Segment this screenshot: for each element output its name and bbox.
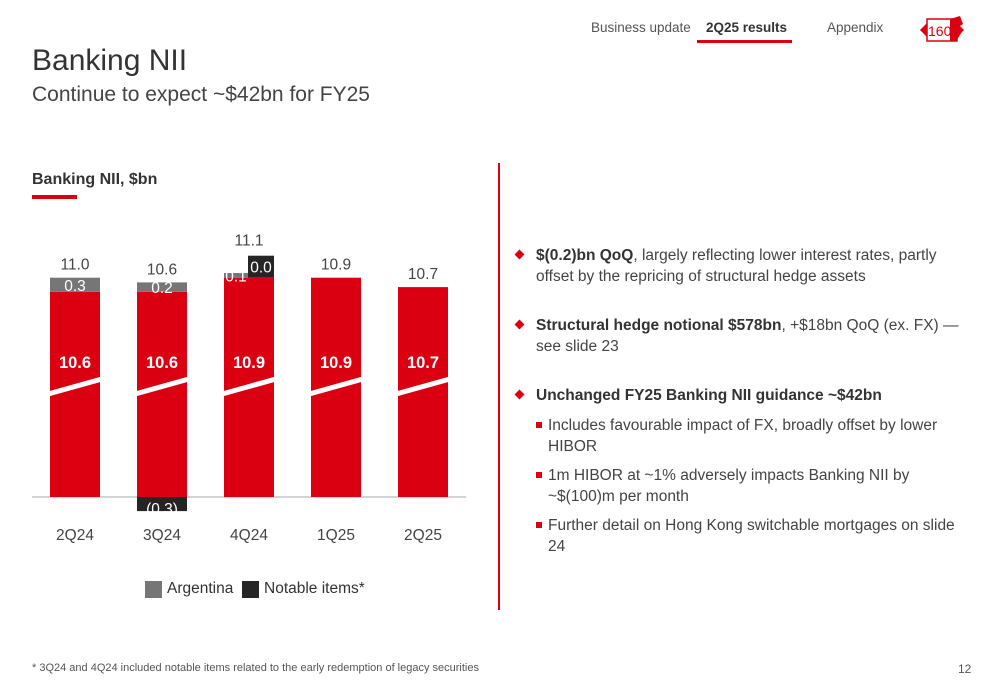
sub-bullet-text: Further detail on Hong Kong switchable m… (548, 517, 955, 555)
data-label-total: 11.1 (234, 233, 263, 250)
legend-notable-items: Notable items* (242, 580, 365, 598)
bar-notable (248, 255, 274, 278)
x-tick-label: 1Q25 (317, 527, 355, 544)
tab-business-update[interactable]: Business update (591, 20, 691, 35)
legend-label-argentina: Argentina (167, 580, 234, 597)
legend-swatch-argentina (145, 580, 162, 598)
footnote: * 3Q24 and 4Q24 included notable items r… (32, 662, 479, 674)
bullet-text: , largely reflecting lower interest rate… (536, 247, 937, 285)
bullet-structural-hedge: Structural hedge notional $578bn, +$18bn… (514, 315, 971, 357)
axis-break-mark (127, 374, 197, 399)
bar-argentina (224, 273, 248, 278)
bullet-bold: $(0.2)bn QoQ (536, 247, 634, 264)
data-label-argentina: 0.3 (64, 278, 86, 295)
bullet-guidance: Unchanged FY25 Banking NII guidance ~$42… (514, 385, 971, 406)
bar-argentina (50, 277, 100, 292)
sub-bullet-fx: Includes favourable impact of FX, broadl… (516, 415, 971, 457)
data-label-argentina: 0.1 (225, 268, 247, 285)
legend-argentina: Argentina (145, 580, 233, 598)
bullet-text: , +$18bn QoQ (ex. FX) — see slide 23 (536, 317, 959, 355)
data-label-base: 10.7 (407, 354, 439, 372)
bar-argentina (137, 282, 187, 292)
data-label-total: 10.9 (321, 257, 351, 274)
sub-bullet-text: 1m HIBOR at ~1% adversely impacts Bankin… (548, 467, 910, 505)
x-tick-label: 4Q24 (230, 527, 268, 544)
bullet-square-icon (536, 422, 542, 428)
data-label-argentina: 0.2 (151, 280, 173, 297)
commentary-bullets: $(0.2)bn QoQ, largely reflecting lower i… (514, 245, 971, 557)
tab-2q25-results[interactable]: 2Q25 results (706, 20, 788, 35)
data-label-total: 10.6 (147, 261, 177, 278)
x-tick-label: 2Q25 (404, 527, 442, 544)
data-label-notable: 0.0 (250, 260, 272, 277)
chart-title: Banking NII, $bn (32, 171, 158, 188)
legend-label-notable-items: Notable items* (264, 580, 365, 597)
active-tab-underline (697, 40, 792, 43)
bar-base (50, 291, 100, 497)
sub-bullet-hibor: 1m HIBOR at ~1% adversely impacts Bankin… (516, 465, 971, 507)
data-label-total: 10.7 (408, 266, 438, 283)
data-label-total: 11.0 (60, 257, 89, 274)
sub-bullet-mortgages: Further detail on Hong Kong switchable m… (516, 515, 971, 557)
page-subtitle: Continue to expect ~$42bn for FY25 (32, 83, 370, 106)
tab-appendix[interactable]: Appendix (827, 20, 884, 35)
sub-bullet-text: Includes favourable impact of FX, broadl… (548, 417, 938, 455)
axis-break-mark (214, 374, 284, 399)
bullet-diamond-icon (514, 389, 525, 400)
page-title: Banking NII (32, 44, 188, 77)
x-tick-label: 3Q24 (143, 527, 181, 544)
banking-nii-chart: 0.3 11.0 10.6 2Q24 0.2 (0.3) 10.6 10.6 3Q24 0.10.… (32, 233, 466, 544)
page-number: 12 (958, 662, 972, 676)
data-label-base: 10.6 (146, 354, 178, 372)
section-divider (498, 163, 500, 610)
hsbc-160-logo: 160 (912, 10, 972, 50)
bullet-square-icon (536, 522, 542, 528)
bullet-diamond-icon (514, 319, 525, 330)
data-label-base: 10.9 (320, 354, 352, 372)
axis-break-mark (388, 374, 458, 399)
bullet-square-icon (536, 472, 542, 478)
bar-notable (137, 497, 187, 512)
legend-swatch-notable-items (242, 580, 259, 598)
axis-break-mark (40, 374, 110, 399)
logo-text: 160 (928, 23, 952, 39)
bullet-bold: Unchanged FY25 Banking NII guidance ~$42… (536, 387, 882, 404)
x-tick-label: 2Q24 (56, 527, 94, 544)
bullet-bold: Structural hedge notional $578bn (536, 317, 782, 334)
chart-title-underline (32, 195, 77, 199)
data-label-notable: (0.3) (146, 501, 178, 518)
axis-break-mark (301, 374, 371, 399)
bullet-diamond-icon (514, 249, 525, 260)
bar-base (137, 291, 187, 497)
data-label-base: 10.6 (59, 354, 91, 372)
bullet-qoq: $(0.2)bn QoQ, largely reflecting lower i… (514, 245, 971, 287)
data-label-base: 10.9 (233, 354, 265, 372)
